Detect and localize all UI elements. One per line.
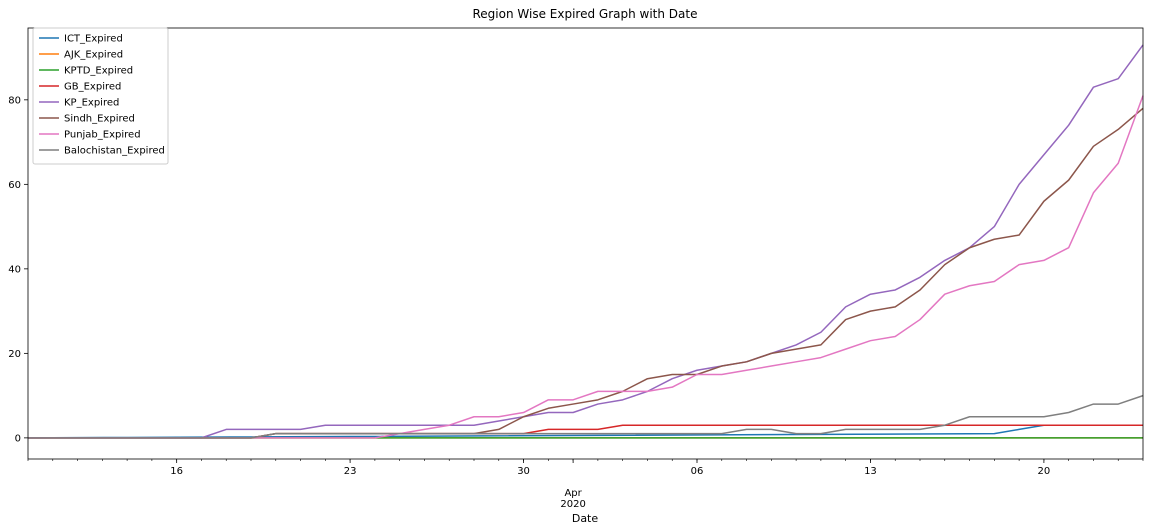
x-tick-label: 23	[344, 466, 357, 477]
legend: ICT_Expired AJK_Expired KPTD_Expired GB_Exp…	[32, 27, 169, 165]
plot-frame	[27, 27, 1144, 460]
series-layer	[27, 44, 1144, 439]
x-tick-label: 06	[691, 466, 704, 477]
y-tick-label: 80	[8, 95, 21, 106]
series-line-balochistan-expired	[28, 394, 1144, 439]
x-tick-label: 13	[864, 466, 877, 477]
legend-label: Sindh_Expired	[64, 114, 135, 125]
series-line-kp-expired	[28, 44, 1144, 439]
series-line-punjab-expired	[28, 95, 1144, 439]
legend-label: KPTD_Expired	[64, 66, 133, 77]
series-line-sindh-expired	[28, 107, 1144, 439]
legend-label: KP_Expired	[64, 98, 119, 109]
chart-title: Region Wise Expired Graph with Date	[473, 7, 698, 21]
y-tick-label: 60	[8, 180, 21, 191]
legend-label: AJK_Expired	[64, 50, 123, 61]
legend-label: Punjab_Expired	[64, 130, 141, 141]
legend-label: ICT_Expired	[64, 34, 123, 45]
y-axis: 0 20 40 60 80	[8, 95, 28, 444]
y-tick-label: 40	[8, 264, 21, 275]
y-tick-label: 20	[8, 349, 21, 360]
legend-label: Balochistan_Expired	[64, 146, 165, 157]
series-line-ict-expired	[27, 424, 1143, 439]
x-month-label: Apr	[564, 488, 582, 499]
x-tick-label: 30	[517, 466, 530, 477]
y-tick-label: 0	[15, 433, 21, 444]
x-axis-label: Date	[572, 512, 599, 525]
legend-box	[32, 27, 169, 165]
legend-label: GB_Expired	[64, 82, 121, 93]
x-tick-label: 20	[1038, 466, 1051, 477]
x-tick-label: 16	[170, 466, 183, 477]
x-month-label: 2020	[560, 499, 585, 510]
